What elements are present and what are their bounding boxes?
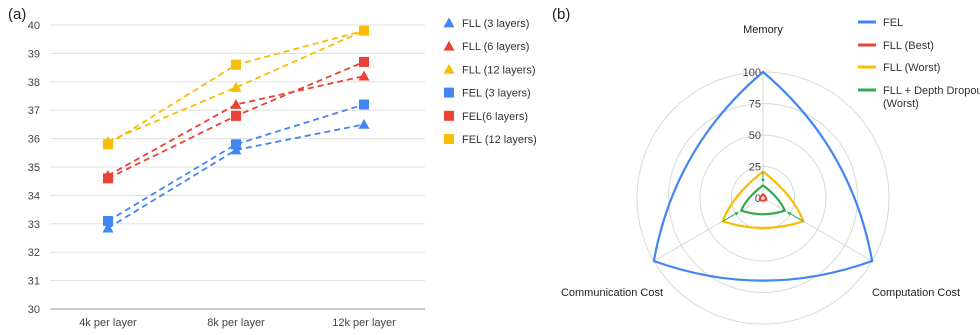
y-tick-label: 32 bbox=[28, 247, 40, 259]
panel-a-label: (a) bbox=[8, 6, 26, 23]
shrink-arrowhead bbox=[734, 212, 739, 216]
legend-marker bbox=[443, 17, 455, 28]
data-point bbox=[359, 25, 369, 36]
data-point bbox=[103, 139, 113, 150]
data-point bbox=[359, 56, 369, 67]
radar-series-line bbox=[758, 193, 768, 202]
data-point bbox=[359, 99, 369, 110]
y-tick-label: 39 bbox=[28, 48, 40, 60]
legend-label: FLL (12 layers) bbox=[462, 64, 536, 76]
data-point bbox=[231, 110, 241, 121]
series-line bbox=[107, 75, 365, 177]
legend-marker bbox=[443, 63, 455, 74]
radar-series-line bbox=[721, 170, 805, 230]
spoke-line bbox=[762, 197, 873, 262]
radar-axis-label: Communication Cost bbox=[561, 287, 663, 299]
radar-series-line bbox=[740, 184, 786, 216]
x-tick-label: 8k per layer bbox=[207, 317, 265, 329]
radar-axis-label: Memory bbox=[743, 24, 783, 36]
legend-marker bbox=[444, 87, 454, 98]
spoke-line bbox=[653, 197, 764, 262]
legend-label: FEL(6 layers) bbox=[462, 111, 528, 123]
x-tick-label: 4k per layer bbox=[79, 317, 137, 329]
legend-label-line: (Worst) bbox=[883, 98, 919, 110]
data-point bbox=[102, 222, 114, 233]
x-tick-label: 12k per layer bbox=[332, 317, 396, 329]
data-point bbox=[230, 81, 242, 92]
legend-label-line: FEL bbox=[883, 17, 903, 29]
y-tick-label: 31 bbox=[28, 276, 40, 288]
y-tick-label: 38 bbox=[28, 77, 40, 89]
data-point bbox=[231, 59, 241, 70]
legend-label-line: FLL (Worst) bbox=[883, 62, 940, 74]
shrink-arrowhead bbox=[787, 212, 792, 216]
data-point bbox=[230, 144, 242, 155]
legend-label-line: FLL + Depth Dropout bbox=[883, 85, 980, 97]
radar-chart-panel-b: (b) 0 25 50 75 100 Memory Computation Cost Commu… bbox=[552, 6, 980, 325]
y-tick-label: 30 bbox=[28, 304, 40, 316]
legend-label: FEL (3 layers) bbox=[462, 88, 531, 100]
shrink-arrowhead bbox=[761, 178, 765, 183]
line-chart-panel-a: (a) 30 31 32 33 34 35 36 37 38 39 40 4k per layer 8k … bbox=[8, 6, 537, 329]
data-point bbox=[358, 70, 370, 81]
data-point bbox=[103, 173, 113, 184]
legend-marker bbox=[444, 134, 454, 144]
y-tick-label: 34 bbox=[28, 190, 40, 202]
legend-marker bbox=[443, 40, 455, 51]
series-line bbox=[107, 29, 365, 143]
y-tick-label: 35 bbox=[28, 162, 40, 174]
legend-label: FLL (6 layers) bbox=[462, 41, 529, 53]
y-tick-label: 37 bbox=[28, 105, 40, 117]
legend-label: FEL (12 layers) bbox=[462, 134, 537, 146]
y-tick-label: 33 bbox=[28, 219, 40, 231]
legend-label-line: FLL (Best) bbox=[883, 40, 934, 52]
data-point bbox=[103, 215, 113, 226]
data-point bbox=[358, 118, 370, 129]
legend-label: FLL (Worst) bbox=[883, 62, 940, 74]
legend-marker bbox=[444, 110, 454, 121]
y-tick-label: 36 bbox=[28, 134, 40, 146]
legend-label: FEL bbox=[883, 17, 903, 29]
radar-series-line bbox=[652, 70, 874, 282]
series-line bbox=[107, 103, 365, 222]
radial-tick-label: 25 bbox=[749, 162, 761, 174]
radial-tick-label: 100 bbox=[743, 67, 761, 79]
data-point bbox=[231, 139, 241, 150]
legend-label: FLL (Best) bbox=[883, 40, 934, 52]
legend-label: FLL (3 layers) bbox=[462, 18, 529, 30]
y-tick-label: 40 bbox=[28, 20, 40, 32]
data-point bbox=[230, 99, 242, 109]
radar-axis-label: Computation Cost bbox=[872, 287, 960, 299]
panel-b-label: (b) bbox=[552, 6, 570, 23]
radial-tick-label: 75 bbox=[749, 99, 761, 111]
legend-label: FLL + Depth Dropout (Worst) bbox=[883, 85, 980, 110]
radial-tick-label: 0 bbox=[755, 193, 761, 205]
radial-tick-label: 50 bbox=[749, 130, 761, 142]
